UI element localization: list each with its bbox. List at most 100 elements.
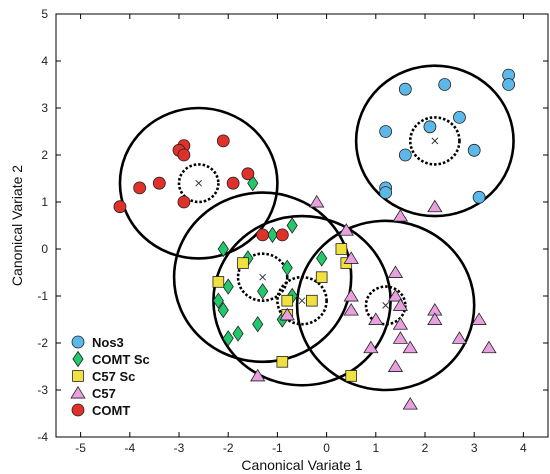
data-point bbox=[212, 276, 225, 288]
data-point bbox=[379, 125, 393, 138]
inner-circle bbox=[408, 116, 461, 166]
series-c57 bbox=[250, 194, 497, 410]
data-point bbox=[502, 78, 516, 91]
data-point bbox=[226, 176, 240, 190]
legend-marker bbox=[72, 370, 84, 382]
legend-label: COMT bbox=[92, 403, 130, 418]
legend-marker bbox=[70, 385, 86, 399]
data-point bbox=[398, 148, 412, 162]
data-point bbox=[398, 82, 412, 96]
y-tick-label: 3 bbox=[41, 101, 48, 115]
legend-item: COMT Sc bbox=[72, 350, 150, 368]
data-point bbox=[222, 278, 234, 295]
centroid-mark bbox=[431, 137, 439, 145]
data-point bbox=[427, 199, 443, 213]
centroid-markers bbox=[195, 137, 439, 309]
legend-label: COMT Sc bbox=[92, 352, 150, 367]
data-point bbox=[222, 330, 234, 347]
data-point bbox=[276, 355, 289, 368]
data-point bbox=[257, 283, 269, 300]
data-point bbox=[281, 294, 294, 307]
data-point bbox=[306, 294, 318, 307]
data-point bbox=[232, 325, 244, 342]
y-tick-label: 1 bbox=[41, 195, 48, 209]
y-tick-label: 0 bbox=[41, 242, 48, 256]
centroid-mark bbox=[195, 179, 203, 187]
data-point bbox=[286, 217, 298, 234]
data-point bbox=[338, 223, 354, 236]
data-point bbox=[266, 226, 279, 244]
data-point bbox=[363, 340, 379, 354]
data-point bbox=[256, 228, 270, 242]
data-point bbox=[216, 134, 230, 148]
data-point bbox=[467, 143, 481, 157]
data-point bbox=[451, 331, 468, 344]
legend: Nos3 COMT Sc C57 Sc C57 COMT bbox=[70, 335, 150, 418]
data-point bbox=[113, 200, 127, 214]
x-tick-label: 1 bbox=[372, 441, 379, 455]
data-point bbox=[343, 303, 359, 316]
legend-marker bbox=[71, 403, 85, 417]
data-point bbox=[472, 190, 486, 204]
series-comt bbox=[113, 134, 289, 242]
data-point bbox=[392, 331, 409, 344]
data-point bbox=[453, 111, 466, 124]
centroid-mark bbox=[259, 273, 266, 281]
inner-circle bbox=[177, 163, 220, 204]
y-tick-label: -2 bbox=[37, 336, 48, 350]
data-point bbox=[281, 259, 293, 277]
data-point bbox=[392, 298, 409, 311]
y-tick-label: 5 bbox=[41, 7, 48, 21]
data-point bbox=[252, 315, 264, 333]
y-tick-label: -1 bbox=[37, 289, 48, 303]
x-tick-label: -1 bbox=[272, 441, 283, 455]
x-tick-label: 2 bbox=[422, 441, 429, 455]
data-points bbox=[113, 68, 516, 410]
series-comt-sc bbox=[212, 174, 328, 347]
data-point bbox=[152, 176, 166, 190]
data-point bbox=[212, 292, 224, 309]
x-tick-label: 0 bbox=[323, 441, 330, 455]
legend-label: C57 bbox=[92, 386, 116, 401]
data-point bbox=[402, 340, 418, 354]
data-point bbox=[368, 312, 384, 325]
data-point bbox=[402, 397, 418, 410]
outer-circle bbox=[354, 64, 515, 218]
axis-ticks: -5 -4 -3 -2 -1 0 1 2 3 4 -4 -3 -2 -1 0 1 2 3 4 5 bbox=[37, 7, 548, 455]
data-point bbox=[387, 288, 404, 302]
data-point bbox=[241, 167, 255, 181]
y-tick-label: 4 bbox=[41, 54, 48, 68]
x-tick-label: 4 bbox=[520, 441, 527, 455]
data-point bbox=[309, 194, 325, 208]
data-point bbox=[133, 181, 147, 195]
outer-circle bbox=[172, 191, 353, 364]
plot-frame bbox=[55, 13, 549, 438]
y-axis-label: Canonical Variate 2 bbox=[9, 165, 25, 286]
data-point bbox=[343, 251, 359, 264]
data-point bbox=[481, 340, 497, 354]
centroid-mark bbox=[298, 297, 306, 305]
x-axis-label: Canonical Variate 1 bbox=[241, 457, 362, 473]
data-point bbox=[177, 195, 191, 209]
data-point bbox=[427, 312, 443, 325]
legend-label: Nos3 bbox=[92, 335, 124, 350]
x-tick-label: -2 bbox=[223, 441, 234, 455]
data-point bbox=[387, 265, 404, 278]
legend-item: Nos3 bbox=[71, 335, 124, 350]
inner-circle bbox=[236, 252, 289, 303]
series-nos3 bbox=[379, 68, 516, 204]
data-point bbox=[471, 312, 487, 325]
centroid-mark bbox=[382, 302, 389, 309]
data-point bbox=[379, 186, 393, 200]
x-tick-label: -4 bbox=[124, 441, 135, 455]
data-point bbox=[177, 148, 191, 162]
data-point bbox=[279, 307, 295, 321]
x-tick-label: -5 bbox=[75, 441, 86, 455]
data-point bbox=[315, 271, 328, 283]
x-tick-label: -3 bbox=[174, 441, 185, 455]
legend-label: C57 Sc bbox=[92, 369, 135, 384]
data-point bbox=[275, 228, 289, 242]
data-point bbox=[343, 288, 359, 302]
y-tick-label: 2 bbox=[41, 148, 48, 162]
